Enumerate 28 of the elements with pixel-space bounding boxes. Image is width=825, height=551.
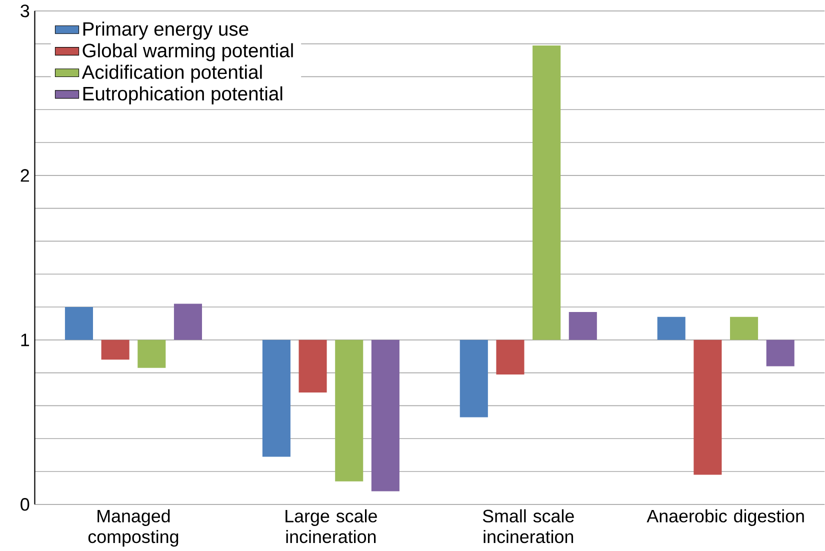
- bar: [460, 340, 488, 418]
- x-tick-label: Managed composting: [88, 509, 178, 547]
- y-tick-label: 3: [20, 4, 30, 18]
- bar: [101, 340, 130, 360]
- y-tick-label: 0: [20, 498, 30, 511]
- legend-label: Primary energy use: [83, 22, 248, 40]
- bar: [568, 312, 597, 340]
- bar: [657, 316, 686, 340]
- y-tick-label: 1: [21, 334, 30, 346]
- bar: [174, 304, 202, 340]
- bar: [730, 316, 758, 340]
- legend-label: Global warming potential: [82, 43, 293, 62]
- x-tick-label: Large scale incineration: [286, 509, 377, 543]
- y-tick-label: 2: [20, 169, 29, 182]
- bar: [335, 340, 364, 482]
- x-tick-label: Anaerobic digestion: [646, 509, 804, 526]
- bar: [694, 340, 722, 475]
- bar: [138, 340, 166, 368]
- bar: [298, 340, 327, 392]
- bar: [371, 340, 400, 492]
- x-tick-label: Small scale incineration: [482, 509, 574, 543]
- bar: [766, 340, 794, 366]
- bar: [64, 306, 93, 340]
- bar: [262, 340, 290, 457]
- legend-label: Acidification potential: [82, 64, 262, 83]
- legend-label: Eutrophication potential: [83, 86, 282, 104]
- bar: [532, 45, 561, 340]
- bar: [496, 340, 524, 374]
